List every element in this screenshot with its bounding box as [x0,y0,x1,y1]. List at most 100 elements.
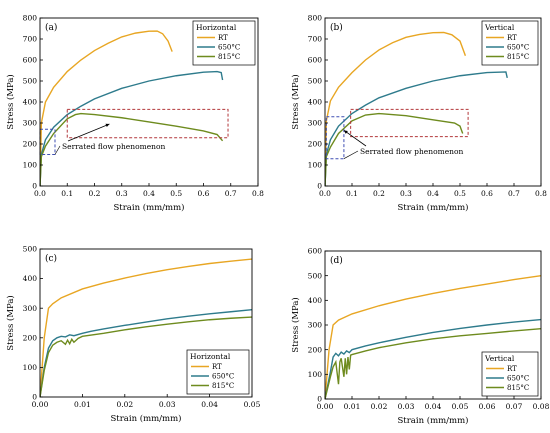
series-line-RT [40,258,252,397]
series-line-815C [40,112,224,186]
y-tick-label: 600 [308,56,323,65]
x-tick-label: 0.00 [317,402,334,411]
x-tick-label: 0.00 [32,400,49,409]
y-axis-label: Stress (MPa) [5,295,16,351]
legend-entry: 650°C [218,44,240,52]
legend-entry: 650°C [507,375,529,383]
y-tick-label: 400 [23,98,38,107]
y-tick-label: 200 [308,345,323,354]
y-tick-label: 800 [23,14,38,23]
legend-box [192,20,256,66]
y-tick-label: 300 [23,119,38,128]
legend-entry: 650°C [507,44,529,52]
x-axis-label: Strain (mm/mm) [397,415,468,426]
panel-label: (b) [330,22,343,33]
x-tick-label: 0.3 [400,189,412,198]
chart-panel-2: 0.0 0.1 0.2 0.3 0.4 0.5 0.6 0.7 0.8 0 100 200 300 400… [290,14,547,213]
chart-panel-3: 0.00 0.01 0.02 0.03 0.04 0.05 0 100 200 300 400 500… [5,245,261,424]
y-tick-label: 100 [23,161,38,170]
y-tick-label: 300 [308,119,323,128]
x-tick-label: 0.5 [454,189,466,198]
y-tick-label: 500 [308,271,323,280]
annotation-pointer [343,150,359,159]
panel-label: (a) [45,22,57,33]
y-tick-label: 400 [308,98,323,107]
x-axis-label: Strain (mm/mm) [397,202,468,213]
legend-entry: 815°C [507,53,529,61]
x-tick-label: 0.03 [398,402,415,411]
x-tick-label: 0.8 [535,189,547,198]
y-tick-label: 200 [308,140,323,149]
y-tick-label: 500 [23,77,38,86]
series-line-RT [40,30,173,186]
y-tick-label: 100 [308,161,323,170]
y-tick-label: 800 [308,14,323,23]
chart-panel-1: 0.0 0.1 0.2 0.3 0.4 0.5 0.6 0.7 0.8 0 100 200 300 400… [5,14,264,213]
series-line-650C [325,71,508,186]
legend-title: Horizontal [190,352,231,361]
legend-entry: RT [212,363,222,371]
legend-entry: 815°C [218,53,240,61]
x-tick-label: 0.08 [533,402,550,411]
x-axis-label: Strain (mm/mm) [110,413,181,424]
x-tick-label: 0.2 [373,189,385,198]
x-tick-label: 0.8 [252,189,264,198]
series-line-RT [325,274,541,399]
chart-panel-4: 0.00 0.01 0.02 0.03 0.04 0.05 0.06 0.07 0.08 0 100… [290,247,550,426]
y-tick-label: 700 [23,35,38,44]
series-line-RT [325,31,467,186]
y-tick-label: 100 [308,370,323,379]
plot-frame [39,248,253,398]
y-axis-label: Stress (MPa) [290,74,301,130]
x-tick-label: 0.4 [143,189,155,198]
legend-box [186,349,250,395]
panel-label: (c) [45,253,57,264]
x-tick-label: 0.07 [506,402,523,411]
x-tick-label: 0.05 [452,402,469,411]
panel-label: (d) [330,255,343,266]
x-tick-label: 0.3 [116,189,128,198]
y-tick-label: 300 [308,321,323,330]
x-axis-label: Strain (mm/mm) [113,202,184,213]
y-tick-label: 0 [32,393,37,402]
x-tick-label: 0.0 [34,189,46,198]
highlight-box-1 [350,108,469,138]
legend-entry: 650°C [212,373,234,381]
y-tick-label: 700 [308,35,323,44]
highlight-box-1 [66,108,229,139]
annotation-arrowhead [105,123,110,128]
y-axis-label: Stress (MPa) [290,297,301,353]
x-tick-label: 0.06 [479,402,496,411]
series-line-815C [325,328,541,399]
x-tick-label: 0.01 [74,400,91,409]
x-tick-label: 0.03 [159,400,176,409]
y-axis-label: Stress (MPa) [5,74,16,130]
x-tick-label: 0.05 [244,400,261,409]
legend-entry: RT [218,34,228,42]
legend-box [481,20,539,66]
annotation-arrow [343,130,367,147]
legend-entry: 815°C [507,384,529,392]
series-line-650C [40,70,224,186]
y-tick-label: 400 [308,296,323,305]
y-tick-label: 100 [23,363,38,372]
x-tick-label: 0.01 [344,402,361,411]
y-tick-label: 0 [317,182,322,191]
series-line-815C [325,112,464,186]
y-tick-label: 200 [23,140,38,149]
x-tick-label: 0.04 [425,402,442,411]
y-tick-label: 0 [317,395,322,404]
x-tick-label: 0.4 [427,189,439,198]
legend-entry: 815°C [212,382,234,390]
x-tick-label: 0.7 [508,189,520,198]
annotation-text: Serrated flow phenomenon [62,142,165,151]
x-tick-label: 0.6 [198,189,210,198]
x-tick-label: 0.02 [116,400,133,409]
annotation-text: Serrated flow phenomenon [360,147,463,156]
y-tick-label: 200 [23,333,38,342]
series-line-650C [325,318,541,399]
